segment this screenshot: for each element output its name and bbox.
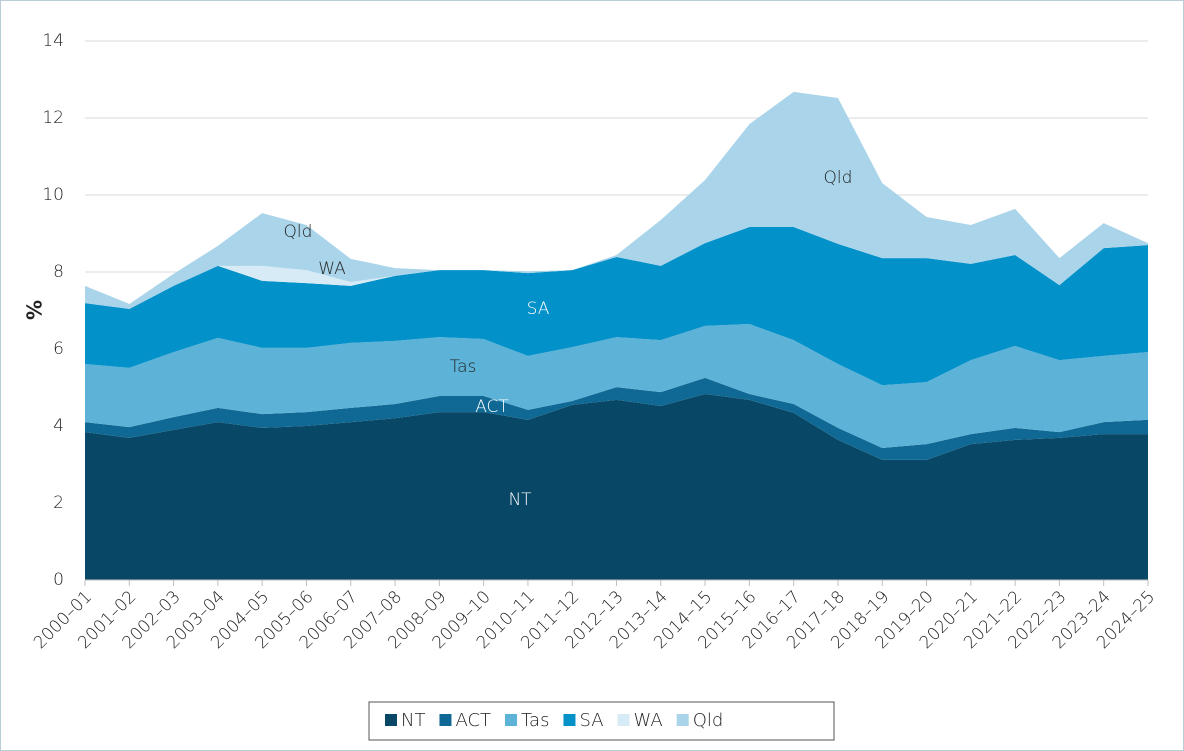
area — [85, 377, 1148, 460]
area — [85, 323, 1148, 448]
y-tick-label: 14 — [42, 31, 64, 51]
annotation: SA — [527, 299, 550, 319]
y-tick-label: 12 — [42, 108, 64, 128]
legend-label: Tas — [521, 710, 549, 731]
legend-swatch — [439, 714, 452, 726]
area — [85, 394, 1148, 580]
legend-label: WA — [634, 710, 663, 731]
legend-swatch — [505, 714, 518, 726]
legend-swatch — [676, 714, 689, 726]
annotation: Qld — [284, 222, 313, 242]
y-tick-label: 6 — [53, 339, 64, 359]
legend-label: ACT — [455, 710, 491, 731]
area — [85, 226, 1148, 386]
y-tick-label: 4 — [53, 416, 64, 436]
area — [85, 91, 1148, 309]
annotation: NT — [508, 490, 532, 510]
legend-swatch — [385, 714, 397, 726]
y-tick-label: 10 — [42, 185, 64, 205]
y-tick-label: 2 — [53, 493, 64, 513]
annotation: Qld — [824, 168, 853, 188]
legend-label: NT — [401, 710, 425, 731]
annotation: ACT — [475, 397, 509, 417]
y-tick-label: 0 — [53, 570, 64, 590]
legend-label: Qld — [693, 710, 724, 731]
annotation: WA — [318, 259, 346, 279]
legend-swatch — [617, 714, 630, 726]
legend-label: SA — [579, 710, 603, 731]
annotation: Tas — [450, 357, 477, 377]
legend-swatch — [563, 714, 576, 726]
y-tick-label: 8 — [53, 262, 64, 282]
y-axis-label: % — [23, 300, 47, 320]
